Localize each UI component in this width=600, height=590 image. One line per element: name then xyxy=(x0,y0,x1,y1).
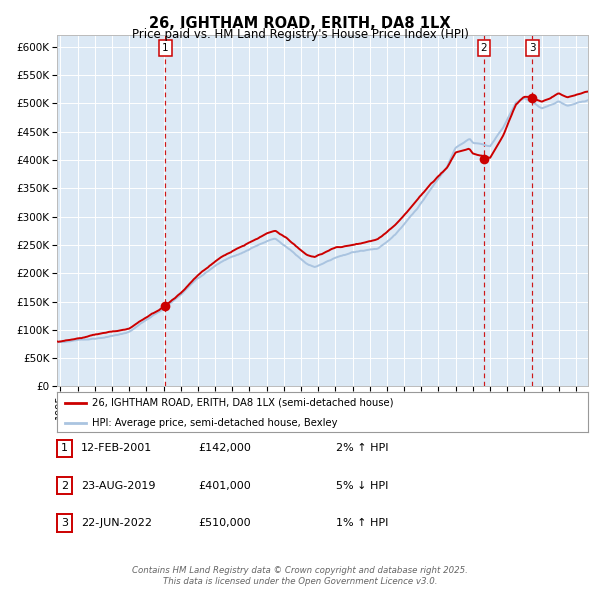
Text: 2% ↑ HPI: 2% ↑ HPI xyxy=(336,444,389,453)
Text: HPI: Average price, semi-detached house, Bexley: HPI: Average price, semi-detached house,… xyxy=(92,418,337,428)
Text: £142,000: £142,000 xyxy=(198,444,251,453)
Text: 3: 3 xyxy=(529,42,536,53)
Text: 26, IGHTHAM ROAD, ERITH, DA8 1LX: 26, IGHTHAM ROAD, ERITH, DA8 1LX xyxy=(149,16,451,31)
Text: Contains HM Land Registry data © Crown copyright and database right 2025.
This d: Contains HM Land Registry data © Crown c… xyxy=(132,566,468,586)
Text: 1% ↑ HPI: 1% ↑ HPI xyxy=(336,518,388,527)
Text: 5% ↓ HPI: 5% ↓ HPI xyxy=(336,481,388,490)
Text: Price paid vs. HM Land Registry's House Price Index (HPI): Price paid vs. HM Land Registry's House … xyxy=(131,28,469,41)
Text: 3: 3 xyxy=(61,518,68,527)
Text: £401,000: £401,000 xyxy=(198,481,251,490)
Text: 23-AUG-2019: 23-AUG-2019 xyxy=(81,481,155,490)
Text: 22-JUN-2022: 22-JUN-2022 xyxy=(81,518,152,527)
Text: 12-FEB-2001: 12-FEB-2001 xyxy=(81,444,152,453)
Text: 1: 1 xyxy=(162,42,169,53)
Text: £510,000: £510,000 xyxy=(198,518,251,527)
Text: 26, IGHTHAM ROAD, ERITH, DA8 1LX (semi-detached house): 26, IGHTHAM ROAD, ERITH, DA8 1LX (semi-d… xyxy=(92,398,393,408)
Text: 2: 2 xyxy=(481,42,487,53)
Text: 2: 2 xyxy=(61,481,68,490)
Text: 1: 1 xyxy=(61,444,68,453)
